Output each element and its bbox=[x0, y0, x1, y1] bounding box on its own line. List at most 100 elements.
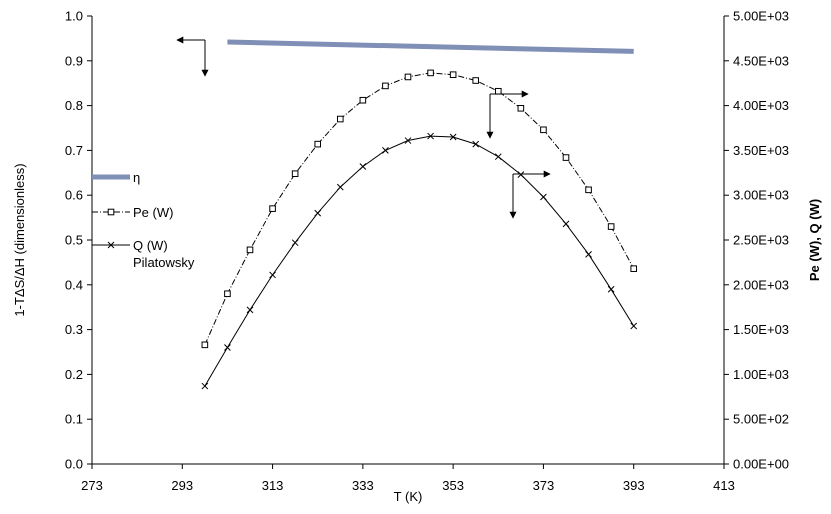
series-line bbox=[227, 39, 634, 54]
data-point bbox=[472, 77, 480, 84]
y-tick-label: 0.2 bbox=[65, 367, 83, 382]
data-point bbox=[201, 382, 209, 390]
data-point bbox=[540, 126, 547, 134]
data-point bbox=[540, 193, 547, 201]
series-pe bbox=[201, 69, 638, 349]
x-marker-stroke bbox=[314, 209, 322, 217]
y2-tick-label: 3.00E+03 bbox=[733, 188, 789, 203]
data-point bbox=[630, 322, 638, 330]
y-tick-label: 0.7 bbox=[65, 143, 83, 158]
legend-item-pe: Pe (W) bbox=[92, 205, 173, 220]
data-point bbox=[404, 73, 412, 81]
y2-tick-label: 5.00E+02 bbox=[733, 412, 789, 427]
data-point bbox=[607, 223, 615, 230]
plot-area bbox=[92, 16, 724, 464]
y2-tick-label: 2.50E+03 bbox=[733, 233, 789, 248]
data-point bbox=[562, 220, 570, 228]
axis-indicator-arrows bbox=[176, 36, 551, 219]
data-point bbox=[630, 265, 638, 272]
legend-label: η bbox=[133, 170, 140, 185]
data-point bbox=[494, 153, 502, 161]
x-marker-stroke bbox=[630, 322, 638, 330]
y-tick-label: 1.0 bbox=[65, 9, 83, 24]
x-marker-stroke bbox=[494, 153, 502, 161]
y-tick-label: 0.1 bbox=[65, 412, 83, 427]
data-point bbox=[585, 250, 592, 258]
data-point bbox=[427, 69, 434, 77]
data-point bbox=[585, 186, 592, 194]
data-point bbox=[336, 183, 344, 191]
data-point bbox=[359, 163, 367, 170]
data-point bbox=[449, 133, 457, 141]
x-marker-stroke bbox=[359, 163, 367, 170]
series-layer bbox=[201, 39, 638, 390]
y2-tick-label: 3.50E+03 bbox=[733, 143, 789, 158]
legend-marker bbox=[107, 241, 115, 249]
x-marker-stroke bbox=[449, 133, 457, 141]
series-line bbox=[204, 72, 635, 346]
data-point bbox=[382, 147, 389, 154]
x-marker-stroke bbox=[540, 193, 547, 201]
y2-tick-label: 2.00E+03 bbox=[733, 277, 789, 292]
data-point bbox=[449, 71, 457, 78]
x-marker-stroke bbox=[201, 382, 209, 390]
x-tick-label: 353 bbox=[442, 478, 464, 493]
x-marker-stroke bbox=[585, 250, 592, 258]
data-point bbox=[607, 285, 615, 293]
x-marker-stroke bbox=[472, 140, 480, 148]
x-marker-stroke bbox=[562, 220, 570, 228]
series-line bbox=[204, 135, 635, 387]
data-point bbox=[314, 140, 322, 148]
series-q bbox=[201, 132, 638, 390]
x-marker-stroke bbox=[607, 285, 615, 293]
x-tick-label: 393 bbox=[623, 478, 645, 493]
data-point bbox=[562, 154, 570, 161]
series-eta bbox=[227, 39, 634, 54]
data-point bbox=[382, 82, 389, 90]
y-tick-label: 0.4 bbox=[65, 277, 83, 292]
y-tick-label: 0.6 bbox=[65, 188, 83, 203]
data-point bbox=[246, 246, 254, 254]
x-marker-stroke bbox=[224, 344, 231, 351]
x-marker-stroke bbox=[404, 137, 412, 144]
x-tick-label: 373 bbox=[533, 478, 555, 493]
legend-label: Pe (W) bbox=[133, 205, 173, 220]
data-point bbox=[291, 170, 299, 177]
data-point bbox=[494, 87, 502, 95]
y2-tick-label: 5.00E+03 bbox=[733, 9, 789, 24]
x-tick-label: 313 bbox=[262, 478, 284, 493]
legend: η Pe (W) Q (W) Pilatowsky bbox=[92, 170, 195, 270]
x-marker-stroke bbox=[517, 171, 525, 178]
y-tick-label: 0.5 bbox=[65, 233, 83, 248]
data-point bbox=[517, 104, 525, 112]
data-point bbox=[246, 306, 254, 314]
x-tick-label: 293 bbox=[171, 478, 193, 493]
x-tick-label: 413 bbox=[713, 478, 735, 493]
y-tick-label: 0.0 bbox=[65, 457, 83, 472]
legend-marker bbox=[107, 208, 115, 216]
x-tick-label: 273 bbox=[81, 478, 103, 493]
legend-item-q: Q (W) Pilatowsky bbox=[92, 238, 195, 270]
y-tick-label: 0.3 bbox=[65, 322, 83, 337]
data-point bbox=[269, 271, 276, 279]
x-marker-stroke bbox=[336, 183, 344, 191]
x-marker-stroke bbox=[382, 147, 389, 154]
data-point bbox=[201, 341, 209, 349]
axes: 0.0 0.1 0.2 0.3 0.4 0.5 0.6 0.7 0.8 0.9 1.0 0.00E+0… bbox=[65, 9, 789, 494]
x-marker-stroke bbox=[269, 271, 276, 279]
legend-item-eta: η bbox=[92, 170, 140, 185]
y2-tick-label: 1.50E+03 bbox=[733, 322, 789, 337]
data-point bbox=[269, 205, 276, 212]
x-marker-stroke bbox=[427, 132, 434, 140]
legend-annotation: Pilatowsky bbox=[133, 255, 195, 270]
data-point bbox=[359, 96, 367, 104]
data-point bbox=[291, 239, 299, 247]
y2-tick-label: 4.00E+03 bbox=[733, 98, 789, 113]
y-tick-label: 0.8 bbox=[65, 98, 83, 113]
x-marker-stroke bbox=[291, 239, 299, 247]
data-point bbox=[517, 171, 525, 178]
data-point bbox=[404, 137, 412, 144]
data-point bbox=[427, 132, 434, 140]
data-point bbox=[472, 140, 480, 148]
